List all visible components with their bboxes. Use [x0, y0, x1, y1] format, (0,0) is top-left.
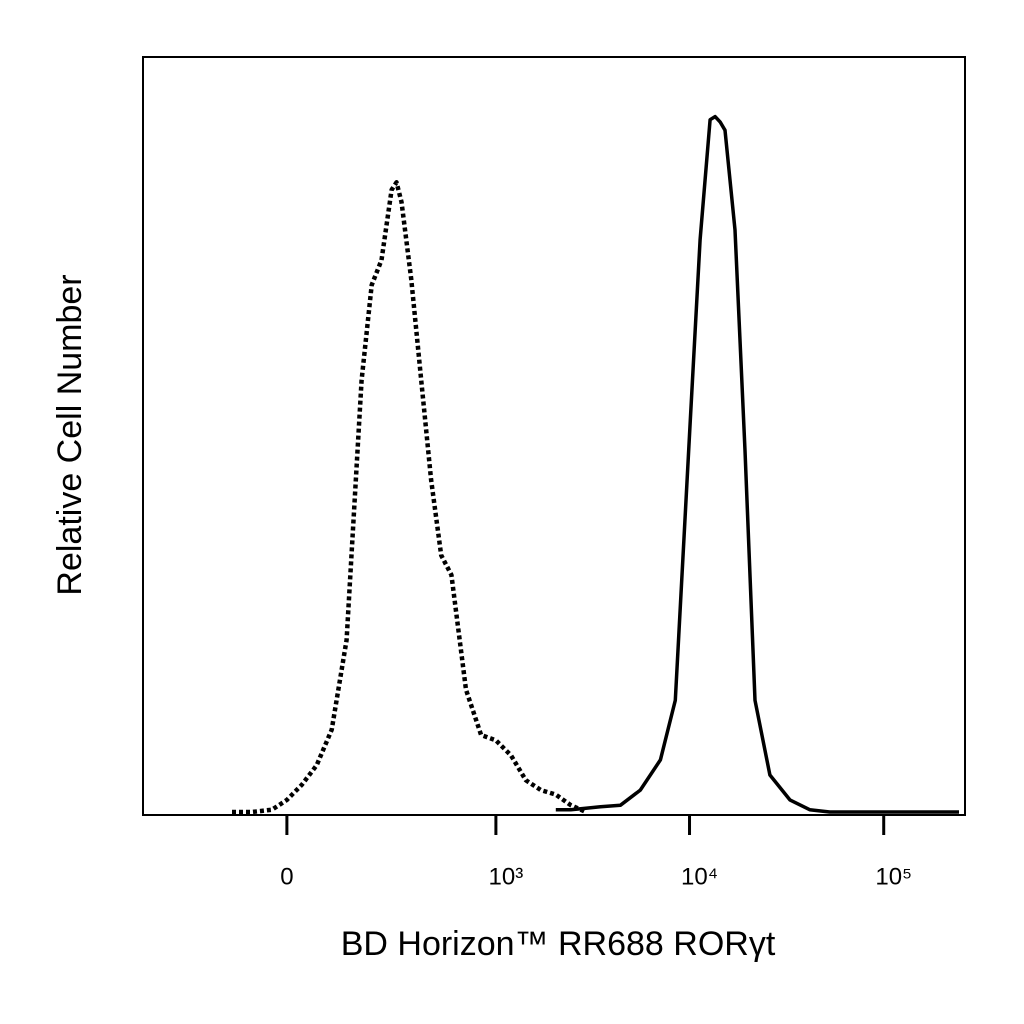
histogram-line: [232, 180, 587, 815]
histogram-line: [555, 114, 959, 814]
plot-frame: [142, 56, 966, 816]
x-axis-label: BD Horizon™ RR688 RORγt: [341, 925, 776, 963]
x-tick-label: 0: [280, 863, 293, 890]
x-tick-label: 10⁴: [681, 863, 718, 890]
x-tick-label: 10⁵: [875, 863, 912, 890]
x-tick-label: 10³: [489, 863, 524, 890]
y-axis-label: Relative Cell Number: [51, 274, 89, 595]
